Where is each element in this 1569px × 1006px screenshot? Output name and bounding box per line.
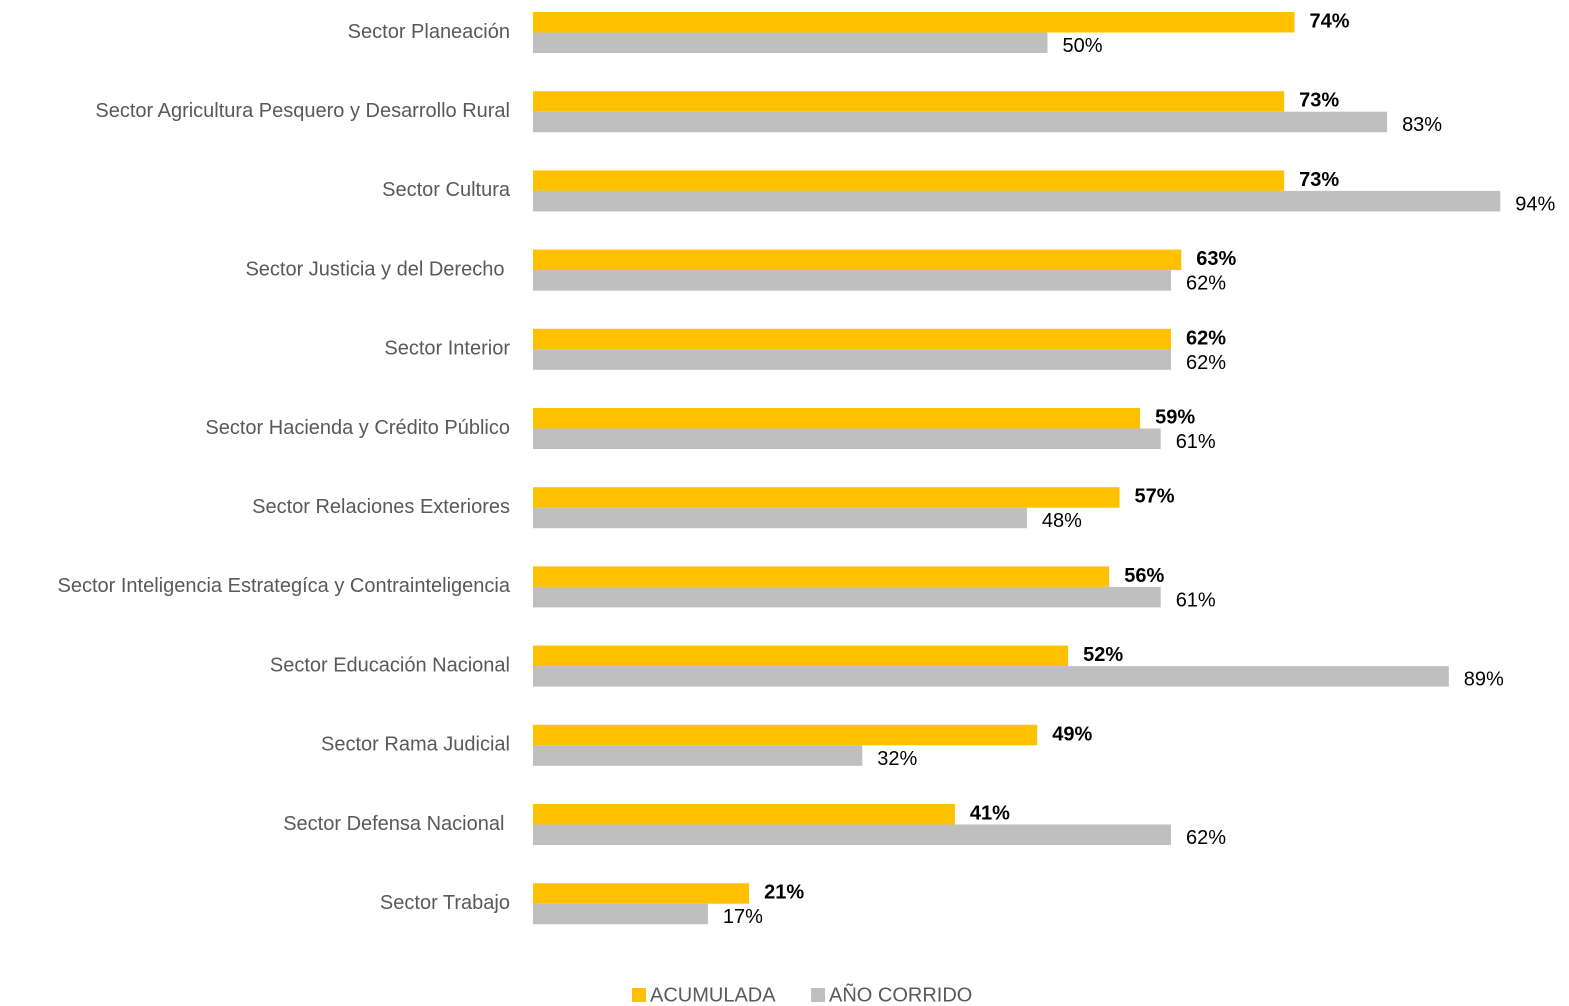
legend-label: ACUMULADA xyxy=(650,984,776,1006)
category-label: Sector Educación Nacional xyxy=(270,654,510,676)
value-label: 56% xyxy=(1124,565,1164,587)
bar xyxy=(533,903,708,925)
bar xyxy=(533,349,1171,370)
value-label: 59% xyxy=(1155,407,1195,429)
value-label: 62% xyxy=(1186,827,1226,849)
bar xyxy=(533,666,1449,687)
category-label: Sector Rama Judicial xyxy=(321,734,510,756)
value-label: 62% xyxy=(1186,327,1226,349)
bar xyxy=(533,270,1171,291)
bar xyxy=(533,724,1038,746)
value-label: 52% xyxy=(1083,644,1123,666)
value-label: 94% xyxy=(1515,193,1555,215)
value-label: 62% xyxy=(1186,273,1226,295)
bar xyxy=(533,507,1027,529)
legend-label: AÑO CORRIDO xyxy=(829,982,972,1006)
category-label: Sector Hacienda y Crédito Público xyxy=(205,417,510,439)
bar xyxy=(533,91,1285,112)
category-label: Sector Inteligencia Estrategíca y Contra… xyxy=(58,575,511,597)
value-label: 74% xyxy=(1309,11,1349,33)
value-label: 50% xyxy=(1063,35,1103,57)
value-label: 49% xyxy=(1052,723,1092,745)
bar xyxy=(533,428,1161,449)
value-label: 63% xyxy=(1196,248,1236,270)
bar xyxy=(533,804,955,825)
category-label: Sector Agricultura Pesquero y Desarrollo… xyxy=(95,100,510,122)
value-label: 61% xyxy=(1176,431,1216,453)
legend-swatch xyxy=(632,988,646,1002)
bar xyxy=(533,566,1110,587)
category-label: Sector Trabajo xyxy=(380,892,510,914)
value-label: 32% xyxy=(877,748,917,770)
value-label: 83% xyxy=(1402,114,1442,136)
category-label: Sector Defensa Nacional xyxy=(283,813,510,835)
value-label: 89% xyxy=(1464,669,1504,691)
bar xyxy=(533,111,1388,133)
bar xyxy=(533,170,1285,191)
value-label: 48% xyxy=(1042,510,1082,532)
category-label: Sector Justicia y del Derecho xyxy=(245,258,510,280)
bar xyxy=(533,586,1161,608)
category-label: Sector Cultura xyxy=(382,179,511,201)
bar xyxy=(533,645,1069,667)
category-label: Sector Interior xyxy=(384,338,510,360)
bar xyxy=(533,32,1048,53)
bar xyxy=(533,12,1295,33)
legend-swatch xyxy=(811,988,825,1002)
value-label: 73% xyxy=(1299,169,1339,191)
category-label: Sector Relaciones Exteriores xyxy=(252,496,510,518)
bar xyxy=(533,824,1171,845)
bar xyxy=(533,883,750,904)
value-label: 17% xyxy=(723,906,763,928)
category-label: Sector Planeación xyxy=(348,21,510,43)
value-label: 73% xyxy=(1299,90,1339,112)
bar xyxy=(533,487,1120,508)
value-label: 41% xyxy=(970,803,1010,825)
bar xyxy=(533,190,1501,212)
bar xyxy=(533,745,863,766)
value-label: 21% xyxy=(764,882,804,904)
bar xyxy=(533,328,1171,350)
value-label: 62% xyxy=(1186,352,1226,374)
value-label: 61% xyxy=(1176,589,1216,611)
value-label: 57% xyxy=(1135,486,1175,508)
bar xyxy=(533,249,1182,271)
bar xyxy=(533,408,1141,429)
